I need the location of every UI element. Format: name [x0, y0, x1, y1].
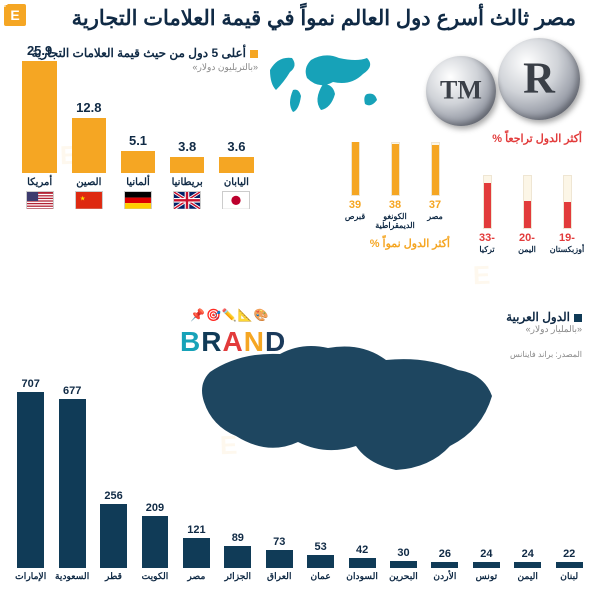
arab-header: الدول العربية «بالمليار دولار»	[506, 310, 582, 335]
source-label: المصدر: براند فاينانس	[510, 350, 582, 359]
arab-bar: 22لبنان	[550, 548, 587, 582]
mini-bar: -20اليمن	[512, 175, 542, 255]
decline-title: أكثر الدول تراجعاً %	[472, 132, 582, 145]
arab-bar: 24اليمن	[509, 548, 546, 582]
top5-bar-cn: 12.8الصين★	[67, 100, 110, 209]
top5-bar-jp: 3.6اليابان	[215, 139, 258, 209]
watermark: E	[472, 260, 490, 292]
decline-chart: أكثر الدول تراجعاً % -19أوزبكستان -20اليم…	[472, 132, 582, 255]
arab-bar: 53عمان	[302, 541, 339, 582]
arab-bar: 73العراق	[261, 536, 298, 582]
arab-bar: 707الإمارات	[12, 378, 49, 582]
arab-bar: 121مصر	[178, 524, 215, 582]
top5-bar-us: 25.9أمريكا	[18, 43, 61, 209]
growth-chart: 37مصر 38الكونغو الديمقراطية 39قبرص أكثر ال…	[340, 138, 450, 250]
arab-chart: 707الإمارات677السعودية256قطر209الكويت121…	[12, 392, 588, 582]
mini-bar: 37مصر	[420, 142, 450, 231]
top5-chart: أعلى 5 دول من حيث قيمة العلامات التجارية…	[18, 46, 258, 209]
arab-bar: 42السودان	[343, 544, 380, 582]
growth-title: أكثر الدول نمواً %	[340, 237, 450, 250]
arab-bar: 30البحرين	[385, 547, 422, 582]
arab-bar: 24تونس	[468, 548, 505, 582]
mini-bar: -19أوزبكستان	[552, 175, 582, 255]
world-map-icon	[265, 50, 385, 115]
top5-bar-uk: 3.8بريطانيا	[166, 139, 209, 209]
trademark-emblem: R TM	[420, 36, 580, 124]
brand-logo: E	[4, 4, 26, 26]
mini-bar: -33تركيا	[472, 175, 502, 255]
top5-bar-de: 5.1ألمانيا	[116, 133, 159, 209]
brand-wordart: 🎨📐✏️🎯📌 BRAND	[180, 326, 286, 358]
arab-bar: 26الأردن	[426, 548, 463, 582]
svg-text:★: ★	[80, 195, 86, 202]
arab-bar: 89الجزائر	[219, 532, 256, 582]
arab-bar: 256قطر	[95, 490, 132, 582]
mini-bar: 38الكونغو الديمقراطية	[380, 142, 410, 231]
arab-bar: 677السعودية	[53, 385, 90, 582]
arab-bar: 209الكويت	[136, 502, 173, 582]
mini-bar: 39قبرص	[340, 142, 370, 231]
page-title: مصر ثالث أسرع دول العالم نمواً في قيمة ا…	[72, 6, 576, 31]
